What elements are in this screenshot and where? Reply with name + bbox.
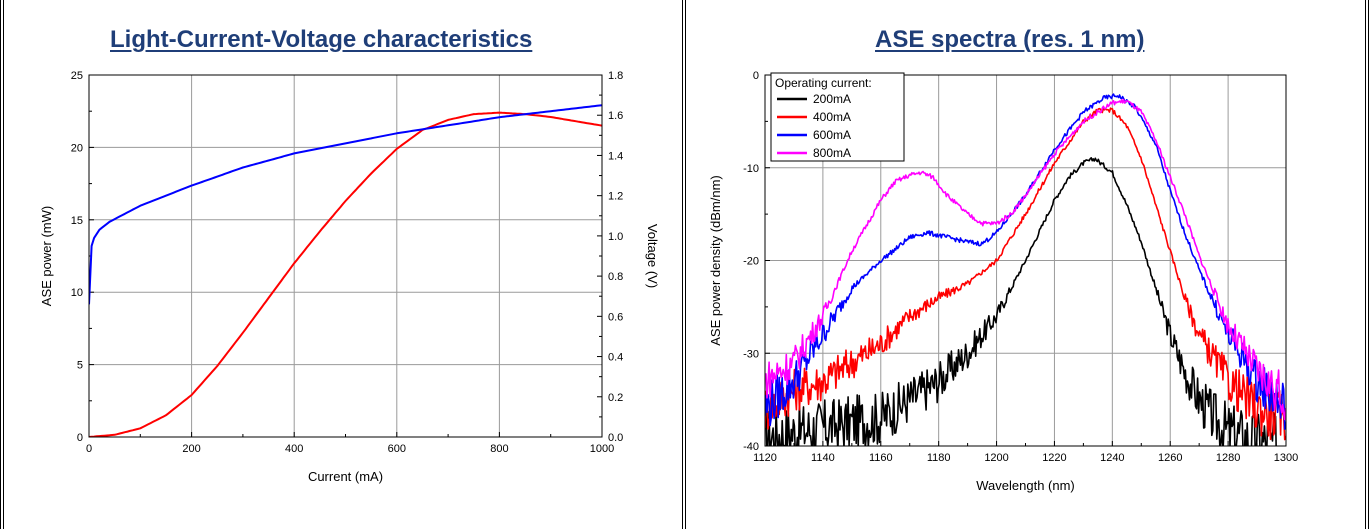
y2-axis-label: Voltage (V) xyxy=(645,224,660,288)
y2-tick-label: 1.2 xyxy=(608,191,623,203)
x-tick-label: 1000 xyxy=(590,443,614,455)
y-tick-label: 15 xyxy=(71,215,83,227)
y-axis-label: ASE power (mW) xyxy=(39,206,54,306)
x-axis-label: Wavelength (nm) xyxy=(976,478,1075,493)
legend-label: 200mA xyxy=(813,92,851,106)
y2-tick-label: 0.6 xyxy=(608,311,623,323)
ase-chart-title: ASE spectra (res. 1 nm) xyxy=(875,26,1145,53)
x-tick-label: 1160 xyxy=(869,452,893,464)
y2-tick-label: 0.4 xyxy=(608,352,623,364)
series-line-200mA xyxy=(765,157,1277,446)
y-tick-label: 10 xyxy=(71,287,83,299)
x-tick-label: 1140 xyxy=(811,452,835,464)
y-tick-label: -40 xyxy=(743,441,759,453)
liv-chart-title: Light-Current-Voltage characteristics xyxy=(110,26,533,53)
x-tick-label: 400 xyxy=(285,443,303,455)
y-tick-label: -10 xyxy=(743,163,759,175)
plot-area xyxy=(89,104,602,437)
x-tick-label: 1240 xyxy=(1100,452,1124,464)
legend-label: 600mA xyxy=(813,128,851,142)
series-line-800mA xyxy=(765,98,1286,421)
y-tick-label: 0 xyxy=(753,70,759,82)
x-tick-label: 1260 xyxy=(1158,452,1182,464)
legend-label: 800mA xyxy=(813,146,851,160)
plot-area xyxy=(765,93,1286,446)
series-line-series-2 xyxy=(89,104,602,305)
x-tick-label: 600 xyxy=(388,443,406,455)
y2-tick-label: 1.4 xyxy=(608,150,623,162)
y2-tick-label: 1.6 xyxy=(608,110,623,122)
x-tick-label: 1120 xyxy=(753,452,777,464)
y-tick-label: 0 xyxy=(77,432,83,444)
x-tick-label: 1200 xyxy=(984,452,1008,464)
y-tick-label: 20 xyxy=(71,142,83,154)
left-border xyxy=(0,0,4,529)
legend-label: 400mA xyxy=(813,110,851,124)
legend-title: Operating current: xyxy=(775,76,872,90)
x-tick-label: 1280 xyxy=(1216,452,1240,464)
x-tick-label: 1180 xyxy=(927,452,951,464)
y-tick-label: -30 xyxy=(743,348,759,360)
y-tick-label: 25 xyxy=(71,70,83,82)
series-line-series-1 xyxy=(89,111,602,437)
x-tick-label: 0 xyxy=(86,443,92,455)
y-tick-label: -20 xyxy=(743,256,759,268)
x-axis-label: Current (mA) xyxy=(308,469,383,484)
plot-frame xyxy=(88,74,603,438)
y2-tick-label: 1.0 xyxy=(608,231,623,243)
x-tick-label: 800 xyxy=(490,443,508,455)
x-tick-label: 1300 xyxy=(1274,452,1298,464)
y-axis-label: ASE power density (dBm/nm) xyxy=(708,175,723,346)
y2-tick-label: 0.8 xyxy=(608,271,623,283)
panel-divider xyxy=(682,0,686,529)
y-tick-label: 5 xyxy=(77,360,83,372)
x-tick-label: 1220 xyxy=(1042,452,1066,464)
x-tick-label: 200 xyxy=(182,443,200,455)
plot-frame xyxy=(764,74,1287,447)
series-line-400mA xyxy=(765,107,1286,441)
y2-tick-label: 0.0 xyxy=(608,432,623,444)
y2-tick-label: 1.8 xyxy=(608,70,623,82)
y2-tick-label: 0.2 xyxy=(608,392,623,404)
